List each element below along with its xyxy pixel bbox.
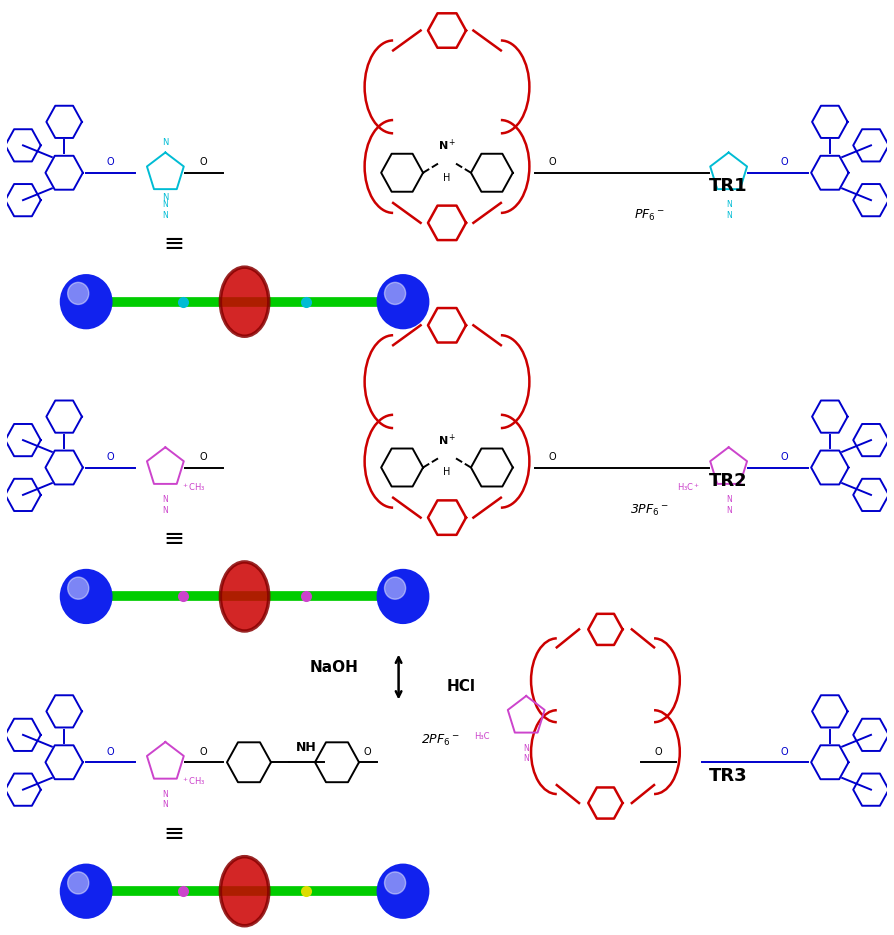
- Text: O: O: [199, 453, 207, 462]
- Text: N: N: [162, 138, 169, 147]
- Text: N
N: N N: [163, 200, 168, 220]
- Circle shape: [68, 871, 89, 894]
- Circle shape: [68, 577, 89, 599]
- Text: ≡: ≡: [164, 232, 185, 256]
- Text: $^+$CH₃: $^+$CH₃: [181, 776, 206, 787]
- Text: O: O: [106, 747, 114, 757]
- Text: NaOH: NaOH: [310, 660, 359, 675]
- Text: O: O: [549, 453, 556, 462]
- Circle shape: [60, 568, 113, 624]
- Ellipse shape: [221, 856, 269, 926]
- Circle shape: [384, 871, 406, 894]
- Circle shape: [376, 274, 429, 329]
- Text: O: O: [106, 157, 114, 167]
- Circle shape: [376, 864, 429, 919]
- Text: 2PF$_6$$^-$: 2PF$_6$$^-$: [420, 733, 460, 748]
- Text: N
N: N N: [163, 496, 168, 514]
- Text: O: O: [654, 747, 662, 757]
- Text: N
N: N N: [726, 496, 731, 514]
- Text: N
N: N N: [163, 790, 168, 810]
- Text: HCl: HCl: [447, 679, 476, 694]
- Text: H₃C: H₃C: [475, 732, 490, 741]
- Text: TR3: TR3: [709, 767, 748, 784]
- Text: ≡: ≡: [164, 526, 185, 551]
- Text: N
N: N N: [523, 744, 529, 763]
- Text: H: H: [443, 173, 451, 182]
- Text: ≡: ≡: [164, 822, 185, 845]
- Text: TR1: TR1: [709, 177, 748, 195]
- Circle shape: [68, 282, 89, 305]
- Circle shape: [60, 274, 113, 329]
- Text: O: O: [780, 747, 788, 757]
- Circle shape: [376, 568, 429, 624]
- Text: N$^+$: N$^+$: [438, 433, 456, 448]
- Text: $^+$CH₃: $^+$CH₃: [181, 481, 206, 493]
- Circle shape: [60, 864, 113, 919]
- Text: N$^+$: N$^+$: [438, 137, 456, 153]
- Text: TR2: TR2: [709, 472, 748, 490]
- Text: PF$_6$$^-$: PF$_6$$^-$: [634, 208, 665, 223]
- Text: O: O: [780, 157, 788, 167]
- Text: N
N: N N: [726, 200, 731, 220]
- Text: H₃C$^+$: H₃C$^+$: [678, 481, 701, 493]
- Text: 3PF$_6$$^-$: 3PF$_6$$^-$: [630, 502, 669, 518]
- Ellipse shape: [221, 562, 269, 631]
- Text: O: O: [199, 157, 207, 167]
- Circle shape: [384, 282, 406, 305]
- Text: O: O: [199, 747, 207, 757]
- Text: O: O: [106, 453, 114, 462]
- Text: O: O: [364, 747, 372, 757]
- Text: NH: NH: [296, 741, 316, 755]
- Text: H: H: [443, 468, 451, 478]
- Text: N: N: [162, 194, 169, 202]
- Circle shape: [384, 577, 406, 599]
- Text: O: O: [780, 453, 788, 462]
- Text: O: O: [549, 157, 556, 167]
- Ellipse shape: [221, 267, 269, 337]
